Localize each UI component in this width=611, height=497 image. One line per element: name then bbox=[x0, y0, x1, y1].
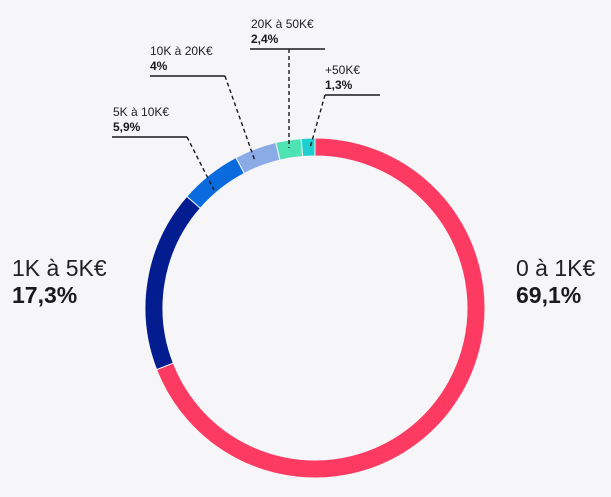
donut-slice-3 bbox=[235, 141, 281, 175]
leader-50k-plus-dash bbox=[309, 94, 326, 149]
label-5k-10k-name: 5K à 10K€ bbox=[113, 105, 169, 119]
donut-slice-1 bbox=[144, 195, 202, 371]
label-1k-5k-value: 17,3% bbox=[12, 282, 77, 308]
leader-10k-20k-dash bbox=[224, 75, 256, 162]
label-0-1k-name: 0 à 1K€ bbox=[516, 255, 595, 281]
label-1k-5k-name: 1K à 5K€ bbox=[12, 255, 107, 281]
label-20k-50k-name: 20K à 50K€ bbox=[251, 17, 314, 31]
label-5k-10k-value: 5,9% bbox=[113, 120, 141, 134]
donut-slice-5 bbox=[300, 137, 316, 158]
label-0-1k-value: 69,1% bbox=[516, 282, 581, 308]
leader-5k-10k-dash bbox=[186, 136, 215, 191]
label-10k-20k-name: 10K à 20K€ bbox=[150, 44, 213, 58]
label-20k-50k-value: 2,4% bbox=[251, 32, 279, 46]
label-50k-plus-name: +50K€ bbox=[325, 63, 360, 77]
slices-layer bbox=[144, 137, 486, 479]
label-10k-20k-value: 4% bbox=[150, 59, 168, 73]
label-50k-plus-value: 1,3% bbox=[325, 78, 353, 92]
donut-slice-2 bbox=[186, 156, 245, 209]
leader-lines bbox=[112, 48, 380, 191]
